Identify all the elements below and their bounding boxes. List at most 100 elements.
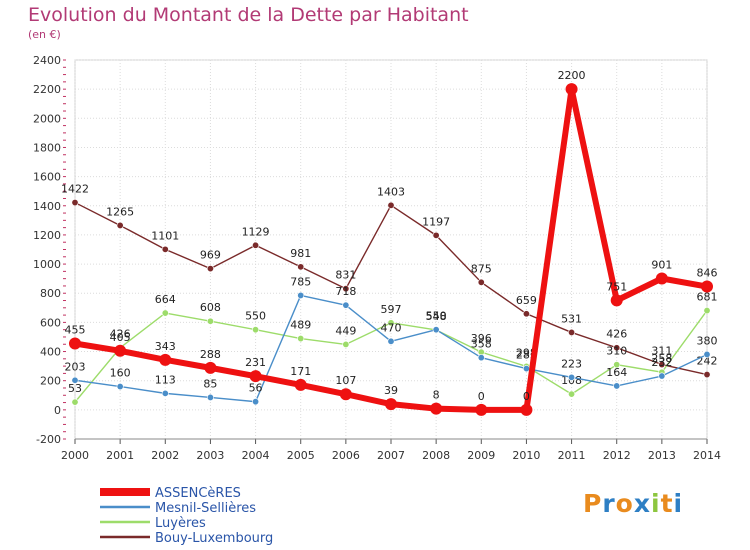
data-point-assenc-res [294, 378, 307, 391]
data-label-mesnil-selli-res: 113 [155, 373, 176, 386]
data-label-bouy-luxembourg: 426 [606, 328, 627, 341]
data-point-assenc-res [249, 370, 262, 383]
chart-title: Evolution du Montant de la Dette par Hab… [28, 4, 469, 26]
data-point-mesnil-selli-res [116, 383, 124, 391]
data-point-bouy-luxembourg [613, 344, 621, 352]
data-point-assenc-res [204, 361, 217, 374]
data-label-mesnil-selli-res: 203 [65, 360, 86, 373]
data-label-luy-res: 396 [471, 332, 492, 345]
data-label-bouy-luxembourg: 1265 [106, 205, 134, 218]
data-label-assenc-res: 39 [384, 384, 398, 397]
data-label-bouy-luxembourg: 659 [516, 294, 537, 307]
data-point-bouy-luxembourg [206, 265, 214, 273]
x-tick-label: 2004 [242, 449, 270, 462]
data-label-luy-res: 608 [200, 301, 221, 314]
x-tick-label: 2009 [467, 449, 495, 462]
y-tick-label: 2000 [33, 112, 61, 125]
data-label-bouy-luxembourg: 875 [471, 262, 492, 275]
data-label-bouy-luxembourg: 311 [651, 345, 672, 358]
x-tick-label: 2006 [332, 449, 360, 462]
data-point-luy-res [703, 307, 711, 315]
data-point-mesnil-selli-res [658, 372, 666, 380]
data-label-assenc-res: 231 [245, 356, 266, 369]
y-tick-label: 600 [40, 316, 61, 329]
data-point-mesnil-selli-res [342, 301, 350, 309]
chart-unit: (en €) [28, 28, 61, 41]
data-point-mesnil-selli-res [161, 389, 169, 397]
data-point-bouy-luxembourg [477, 278, 485, 286]
data-label-luy-res: 53 [68, 382, 82, 395]
y-tick-label: 400 [40, 346, 61, 359]
data-point-assenc-res [520, 403, 533, 416]
data-label-assenc-res: 901 [651, 259, 672, 272]
data-point-bouy-luxembourg [568, 328, 576, 336]
data-label-luy-res: 310 [606, 345, 627, 358]
data-point-bouy-luxembourg [658, 361, 666, 369]
y-tick-label: 1800 [33, 141, 61, 154]
data-label-mesnil-selli-res: 85 [203, 377, 217, 390]
y-tick-label: 1000 [33, 258, 61, 271]
x-tick-label: 2012 [603, 449, 631, 462]
data-label-bouy-luxembourg: 531 [561, 312, 582, 325]
data-point-assenc-res [610, 294, 623, 307]
legend-label-assenc-res: ASSENCèRES [155, 486, 241, 501]
x-tick-label: 2002 [151, 449, 179, 462]
data-point-mesnil-selli-res [703, 350, 711, 358]
data-point-mesnil-selli-res [252, 398, 260, 406]
data-point-assenc-res [114, 344, 127, 357]
x-tick-label: 2013 [648, 449, 676, 462]
data-label-assenc-res: 288 [200, 348, 221, 361]
data-point-bouy-luxembourg [432, 231, 440, 239]
data-point-mesnil-selli-res [613, 382, 621, 390]
data-point-luy-res [252, 326, 260, 334]
x-tick-label: 2005 [287, 449, 315, 462]
data-point-luy-res [297, 335, 305, 343]
data-label-bouy-luxembourg: 1422 [61, 183, 89, 196]
data-label-assenc-res: 0 [523, 390, 530, 403]
legend-label-bouy-luxembourg: Bouy-Luxembourg [155, 531, 273, 546]
x-tick-label: 2008 [422, 449, 450, 462]
y-tick-label: 200 [40, 375, 61, 388]
data-label-mesnil-selli-res: 232 [651, 356, 672, 369]
data-point-mesnil-selli-res [387, 337, 395, 345]
data-point-mesnil-selli-res [522, 365, 530, 373]
data-point-luy-res [71, 398, 79, 406]
data-label-assenc-res: 405 [110, 331, 131, 344]
data-point-luy-res [568, 390, 576, 398]
data-point-luy-res [342, 340, 350, 348]
data-label-mesnil-selli-res: 380 [697, 334, 718, 347]
data-label-assenc-res: 455 [65, 324, 86, 337]
x-tick-label: 2011 [558, 449, 586, 462]
data-point-bouy-luxembourg [387, 201, 395, 209]
data-label-bouy-luxembourg: 969 [200, 249, 221, 262]
data-label-luy-res: 664 [155, 293, 176, 306]
data-label-luy-res: 426 [110, 328, 131, 341]
data-label-assenc-res: 107 [335, 374, 356, 387]
y-tick-label: 1400 [33, 200, 61, 213]
data-label-bouy-luxembourg: 831 [335, 269, 356, 282]
data-label-mesnil-selli-res: 160 [110, 367, 131, 380]
data-point-mesnil-selli-res [432, 326, 440, 334]
data-point-bouy-luxembourg [161, 245, 169, 253]
data-label-assenc-res: 343 [155, 340, 176, 353]
data-label-luy-res: 258 [651, 352, 672, 365]
data-label-luy-res: 597 [381, 303, 402, 316]
data-label-mesnil-selli-res: 470 [381, 321, 402, 334]
data-label-bouy-luxembourg: 1403 [377, 185, 405, 198]
data-label-bouy-luxembourg: 242 [697, 355, 718, 368]
data-point-assenc-res [385, 398, 397, 411]
data-label-bouy-luxembourg: 981 [290, 247, 311, 260]
data-point-mesnil-selli-res [477, 354, 485, 362]
data-label-assenc-res: 751 [606, 280, 627, 293]
data-label-bouy-luxembourg: 1129 [242, 225, 270, 238]
data-point-assenc-res [159, 353, 172, 366]
data-label-luy-res: 489 [290, 319, 311, 332]
data-label-assenc-res: 2200 [558, 69, 586, 82]
data-point-assenc-res [655, 272, 668, 285]
data-label-mesnil-selli-res: 550 [426, 310, 447, 323]
legend-label-luy-res: Luyères [155, 516, 206, 531]
data-point-luy-res [387, 319, 395, 327]
data-point-assenc-res [69, 337, 81, 350]
